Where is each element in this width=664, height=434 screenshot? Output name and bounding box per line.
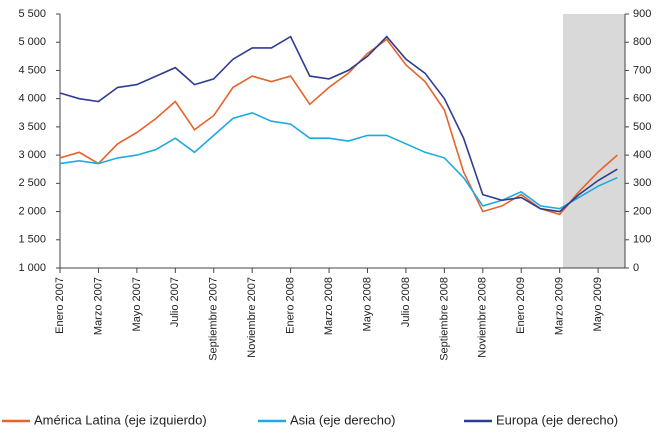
y2-tick-label: 300 bbox=[633, 177, 651, 189]
y2-tick-label: 200 bbox=[633, 205, 651, 217]
x-tick-label: Mayo 2008 bbox=[361, 277, 373, 331]
y2-tick-label: 100 bbox=[633, 234, 651, 246]
shaded-period bbox=[563, 14, 625, 268]
legend-label: América Latina (eje izquierdo) bbox=[34, 412, 207, 427]
x-tick-label: Septiembre 2008 bbox=[438, 277, 450, 361]
x-tick-label: Mayo 2007 bbox=[131, 277, 143, 331]
y2-tick-label: 500 bbox=[633, 121, 651, 133]
y-tick-label: 3 000 bbox=[18, 149, 46, 161]
y-tick-label: 4 000 bbox=[18, 93, 46, 105]
x-tick-label: Noviembre 2007 bbox=[246, 277, 258, 358]
y2-tick-label: 900 bbox=[633, 8, 651, 20]
y-tick-label: 2 000 bbox=[18, 205, 46, 217]
series-line bbox=[59, 35, 618, 213]
x-tick-label: Marzo 2009 bbox=[554, 277, 566, 335]
x-tick-label: Julio 2007 bbox=[169, 277, 181, 327]
x-tick-label: Noviembre 2008 bbox=[477, 277, 489, 358]
y2-tick-label: 700 bbox=[633, 64, 651, 76]
x-tick-label: Septiembre 2007 bbox=[208, 277, 220, 361]
y2-tick-label: 600 bbox=[633, 93, 651, 105]
x-tick-label: Enero 2009 bbox=[515, 277, 527, 334]
y-tick-label: 2 500 bbox=[18, 177, 46, 189]
x-tick-label: Mayo 2009 bbox=[592, 277, 604, 331]
x-tick-label: Julio 2008 bbox=[400, 277, 412, 327]
y-tick-label: 4 500 bbox=[18, 64, 46, 76]
x-tick-label: Marzo 2007 bbox=[92, 277, 104, 335]
legend-label: Europa (eje derecho) bbox=[496, 412, 618, 427]
y-tick-label: 1 000 bbox=[18, 262, 46, 274]
y-tick-label: 1 500 bbox=[18, 234, 46, 246]
x-tick-label: Enero 2007 bbox=[54, 277, 66, 334]
y2-tick-label: 400 bbox=[633, 149, 651, 161]
series-line bbox=[59, 111, 618, 210]
y-tick-label: 5 000 bbox=[18, 36, 46, 48]
y-tick-label: 3 500 bbox=[18, 121, 46, 133]
legend-label: Asia (eje derecho) bbox=[290, 412, 396, 427]
x-tick-label: Marzo 2008 bbox=[323, 277, 335, 335]
y2-tick-label: 0 bbox=[633, 262, 639, 274]
x-tick-label: Enero 2008 bbox=[285, 277, 297, 334]
y2-tick-label: 800 bbox=[633, 36, 651, 48]
y-tick-label: 5 500 bbox=[18, 8, 46, 20]
series-line bbox=[59, 38, 618, 216]
